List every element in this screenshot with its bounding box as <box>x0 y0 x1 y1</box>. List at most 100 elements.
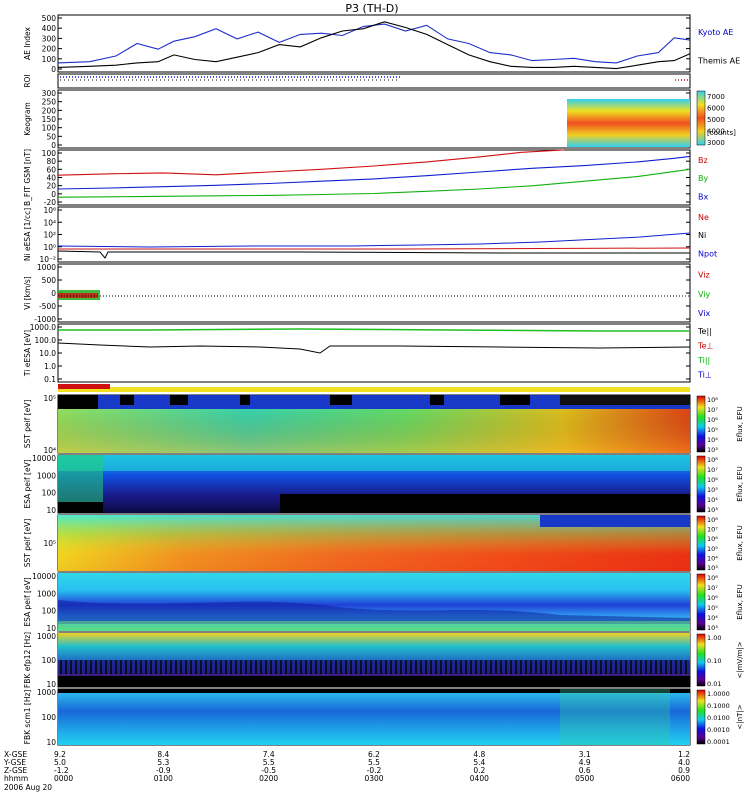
legend-entry: Bz <box>698 156 708 165</box>
colorbar-fbk_b <box>696 689 706 745</box>
colorbar-tick: 0.10 <box>707 657 721 665</box>
keogram-image <box>567 99 690 147</box>
ytick-label: 10⁶ <box>43 206 56 215</box>
panel-ylabel: Vi [km/s] <box>23 276 32 309</box>
legend-entry: Ni <box>698 231 706 240</box>
colorbar-tick: 10⁴ <box>707 554 718 562</box>
panel-ylabel: FBK scm1 [Hz] <box>23 690 32 745</box>
ytick-label: 80 <box>46 157 56 166</box>
series-line <box>57 149 564 176</box>
series-line <box>57 23 691 64</box>
ephemeris-table: X-GSE Y-GSE Z-GSE hhmm 2006 Aug 20 9.25.… <box>3 750 690 792</box>
ytick-label: 300 <box>42 89 57 98</box>
ytick-label: 10000 <box>32 454 56 463</box>
colorbar-tick: 0.01 <box>707 680 721 688</box>
ephem-label-time: hhmm <box>4 774 28 783</box>
panel-ylabel: SST peif [eV] <box>23 519 32 568</box>
ytick-label: 10 <box>46 624 56 633</box>
ytick-label: 100 <box>42 607 57 616</box>
ytick-label: 100 <box>42 149 57 158</box>
ytick-label: -500 <box>39 302 56 311</box>
colorbar-tick: 10⁸ <box>707 456 718 464</box>
panel-ylabel: AE Index <box>23 26 32 59</box>
ytick-label: 1000 <box>37 632 56 641</box>
panel-ylabel: Ni eESA [1/cc] <box>23 208 32 261</box>
colorbar-tick: 10⁷ <box>707 406 718 414</box>
colorbar-tick: 1.00 <box>707 634 721 642</box>
ephem-value-t: 0100 <box>154 774 173 783</box>
ephem-value-t: 0300 <box>364 774 383 783</box>
colorbar-tick: 10⁶ <box>707 535 718 543</box>
colorbar-esa_i <box>696 573 706 631</box>
ephem-label-x: X-GSE <box>4 750 27 759</box>
ytick-label: 10⁻² <box>39 255 56 264</box>
ytick-label: 10² <box>43 231 56 240</box>
ytick-label: 1000 <box>37 263 56 272</box>
panel-ti: Ti eESA [eV] 0.1 1.0 10.0 100.0 1000.0 Te|| Te⊥… <box>23 323 713 384</box>
ytick-label: 100 <box>42 489 57 498</box>
ytick-label: 100 <box>42 124 57 133</box>
colorbar-tick: 10⁷ <box>707 584 718 592</box>
ephem-value-t: 0400 <box>470 774 489 783</box>
ytick-label: 0 <box>51 65 56 74</box>
ephem-value-z: 0.2 <box>473 766 485 775</box>
panel-vi: Vi [km/s]-1000 -500 0 500 1000 Viz Viy Vix <box>23 263 711 324</box>
ephem-value-y: 5.0 <box>54 758 66 767</box>
ytick-label: 250 <box>42 98 57 107</box>
panel-ylabel: Ti eESA [eV] <box>23 330 32 377</box>
panel-roi: ROI <box>23 73 691 89</box>
ytick-label: 400 <box>42 24 57 33</box>
ytick-label: 10⁰ <box>43 243 56 252</box>
legend-entry: Ne <box>698 213 709 222</box>
panel-ylabel: SST peif [eV] <box>23 400 32 449</box>
colorbar-tick: 5000 <box>707 116 725 124</box>
panel-frame <box>57 206 691 263</box>
colorbar-tick: 6000 <box>707 105 725 113</box>
ephem-value-x: 9.2 <box>54 750 66 759</box>
ytick-label: 0 <box>51 141 56 150</box>
ytick-label: 0.1 <box>44 375 56 384</box>
ephem-label-z: Z-GSE <box>4 766 28 775</box>
ephem-value-y: 4.0 <box>678 758 690 767</box>
ephem-value-t: 0200 <box>259 774 278 783</box>
ytick-label: 500 <box>42 276 57 285</box>
legend-entry: Ti|| <box>697 356 710 365</box>
ytick-label: 100 <box>42 55 57 64</box>
colorbar-label: <|mV/m|> <box>736 641 744 678</box>
ytick-label: 100 <box>42 656 57 665</box>
ytick-label: 20 <box>46 182 56 191</box>
temp-ti-trace <box>57 342 691 354</box>
colorbar-tick: 10⁶ <box>707 594 718 602</box>
ytick-label: 150 <box>42 115 57 124</box>
ytick-label: 10⁵ <box>43 394 56 403</box>
legend-entry: Themis AE <box>697 56 740 65</box>
spectrograms <box>57 76 691 745</box>
legend-entry: Viz <box>698 271 710 280</box>
colorbar-label: [counts] <box>707 129 736 137</box>
ytick-label: 10 <box>46 506 56 515</box>
legend-entry: Te|| <box>697 327 712 336</box>
panel-density: Ni eESA [1/cc] 10⁻² 10⁰ 10² 10⁴ 10⁶ Ne Ni Npot <box>23 206 717 264</box>
ephem-value-y: 5.5 <box>368 758 380 767</box>
ytick-label: 40 <box>46 174 56 183</box>
ytick-label: 1.0 <box>44 362 56 371</box>
ephem-value-z: -1.2 <box>54 766 69 775</box>
colorbar-tick: 10⁸ <box>707 516 718 524</box>
ytick-label: 0 <box>51 190 56 199</box>
series-line <box>57 21 691 70</box>
colorbar-tick: 0.1000 <box>707 702 730 710</box>
panel-frame <box>57 263 691 323</box>
ytick-label: 500 <box>42 14 57 23</box>
ytick-label: 10⁵ <box>43 539 56 548</box>
ephem-value-x: 8.4 <box>157 750 169 759</box>
series-line <box>57 168 691 198</box>
colorbar-label: Eflux, EFU <box>736 466 744 501</box>
legend-entry: Npot <box>698 250 717 259</box>
colorbar-tick: 10³ <box>707 446 718 454</box>
ephem-value-x: 6.2 <box>368 750 380 759</box>
ytick-label: 100 <box>42 713 57 722</box>
colorbar-tick: 10⁵ <box>707 604 718 612</box>
ephem-value-x: 3.1 <box>579 750 591 759</box>
